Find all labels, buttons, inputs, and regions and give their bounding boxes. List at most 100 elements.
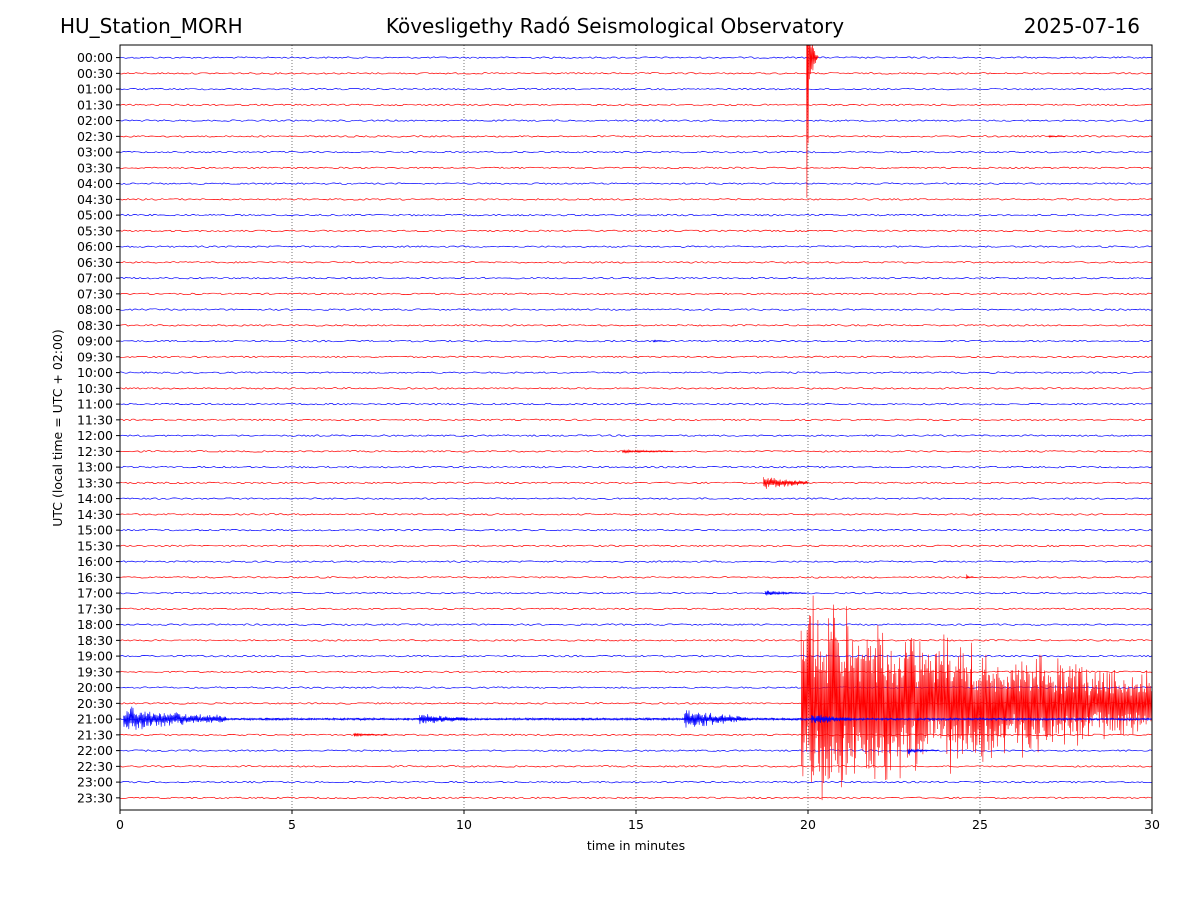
seismic-event [621, 448, 674, 454]
y-tick-label: 04:30 [77, 192, 113, 207]
y-tick-label: 18:00 [77, 617, 113, 632]
y-tick-label: 19:30 [77, 664, 113, 679]
trace-line [120, 371, 1152, 374]
chart-title: Kövesligethy Radó Seismological Observat… [385, 14, 845, 38]
trace-line [120, 796, 1152, 800]
seismic-event [800, 595, 1152, 801]
trace-line [120, 670, 1152, 674]
trace-group [120, 45, 1152, 801]
trace-line [120, 87, 1152, 91]
trace-line [120, 166, 1152, 170]
trace-line [120, 292, 1152, 296]
trace-line [120, 654, 1152, 658]
x-tick-label: 5 [288, 817, 296, 832]
trace-line [120, 355, 1152, 359]
y-tick-label: 08:30 [77, 318, 113, 333]
trace-line [120, 402, 1152, 406]
y-tick-label: 15:30 [77, 538, 113, 553]
y-tick-label: 08:00 [77, 302, 113, 317]
y-tick-label: 02:30 [77, 129, 113, 144]
y-tick-label: 17:30 [77, 601, 113, 616]
y-tick-label: 23:00 [77, 775, 113, 790]
y-tick-label: 12:00 [77, 428, 113, 443]
trace-line [120, 749, 1152, 752]
y-tick-label: 19:00 [77, 649, 113, 664]
trace-line [120, 387, 1152, 390]
y-tick-label: 11:00 [77, 397, 113, 412]
y-tick-label: 16:30 [77, 570, 113, 585]
y-tick-label: 00:00 [77, 50, 113, 65]
x-tick-label: 30 [1144, 817, 1160, 832]
y-tick-label: 12:30 [77, 444, 113, 459]
x-tick-label: 20 [800, 817, 816, 832]
y-tick-label: 02:00 [77, 113, 113, 128]
trace-line [120, 560, 1152, 563]
y-tick-label: 10:30 [77, 381, 113, 396]
trace-line [120, 418, 1152, 422]
x-axis: 0 5 10 15 20 25 30 [116, 810, 1160, 832]
y-tick-label: 07:00 [77, 271, 113, 286]
y-tick-label: 00:30 [77, 66, 113, 81]
seismic-event [652, 339, 667, 343]
seismic-event [907, 748, 939, 755]
trace-line [120, 544, 1152, 548]
trace-line [120, 56, 1152, 59]
y-tick-label: 21:30 [77, 727, 113, 742]
x-tick-label: 15 [628, 817, 644, 832]
y-tick-label: 14:00 [77, 491, 113, 506]
seismic-event [764, 590, 806, 596]
trace-line [120, 72, 1152, 75]
trace-line [120, 103, 1152, 107]
trace-line [120, 245, 1152, 248]
seismic-event [123, 706, 227, 730]
trace-line [120, 261, 1152, 264]
y-tick-label: 20:30 [77, 696, 113, 711]
seismic-event [1048, 134, 1066, 138]
y-tick-label: 14:30 [77, 507, 113, 522]
y-tick-label: 06:30 [77, 255, 113, 270]
y-tick-label: 05:00 [77, 208, 113, 223]
trace-line [120, 513, 1152, 516]
x-tick-label: 10 [456, 817, 472, 832]
y-tick-label: 21:00 [77, 712, 113, 727]
y-tick-label: 01:30 [77, 97, 113, 112]
seismic-event [965, 574, 977, 579]
trace-line [120, 276, 1152, 280]
y-tick-label: 03:00 [77, 145, 113, 160]
y-tick-label: 20:00 [77, 680, 113, 695]
trace-line [120, 135, 1152, 138]
y-tick-label: 17:00 [77, 586, 113, 601]
y-axis: 00:0000:3001:0001:3002:0002:3003:0003:30… [77, 50, 120, 805]
seismic-event [763, 477, 808, 489]
seismic-event [353, 732, 389, 737]
trace-line [120, 150, 1152, 154]
trace-line [120, 198, 1152, 201]
trace-line [120, 481, 1152, 485]
y-tick-label: 13:30 [77, 475, 113, 490]
trace-line [120, 213, 1152, 217]
trace-line [120, 229, 1152, 233]
y-tick-label: 09:00 [77, 334, 113, 349]
trace-line [120, 591, 1152, 595]
y-tick-label: 09:30 [77, 349, 113, 364]
seismic-event [222, 716, 1152, 722]
trace-line [120, 576, 1152, 579]
x-axis-label: time in minutes [587, 838, 685, 853]
trace-line [120, 465, 1152, 469]
y-tick-label: 22:30 [77, 759, 113, 774]
trace-line [120, 119, 1152, 122]
y-tick-label: 23:30 [77, 790, 113, 805]
y-tick-label: 16:00 [77, 554, 113, 569]
y-tick-label: 10:00 [77, 365, 113, 380]
y-axis-label: UTC (local time = UTC + 02:00) [50, 329, 65, 527]
trace-line [120, 497, 1152, 500]
y-tick-label: 07:30 [77, 286, 113, 301]
y-tick-label: 05:30 [77, 223, 113, 238]
trace-line [120, 182, 1152, 185]
trace-line [120, 308, 1152, 311]
trace-line [120, 339, 1152, 343]
x-tick-label: 25 [972, 817, 988, 832]
trace-line [120, 607, 1152, 611]
trace-line [120, 639, 1152, 642]
